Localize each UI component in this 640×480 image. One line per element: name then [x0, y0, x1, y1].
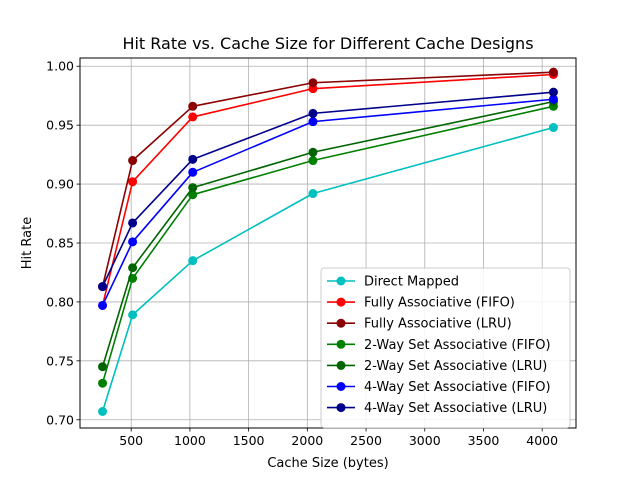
series-group [98, 67, 558, 417]
legend-marker [336, 339, 346, 349]
series-5 [98, 97, 558, 372]
x-tick-label: 3000 [409, 433, 441, 448]
data-point [308, 117, 318, 127]
x-tick-label: 2500 [350, 433, 382, 448]
legend-marker [336, 276, 346, 286]
data-point [188, 183, 198, 193]
legend-label: Fully Associative (FIFO) [364, 296, 515, 311]
legend-label: 2-Way Set Associative (LRU) [364, 359, 547, 374]
x-axis-title: Cache Size (bytes) [267, 456, 388, 471]
series-7 [98, 87, 558, 292]
data-point [98, 378, 108, 388]
legend-item: Fully Associative (FIFO) [327, 296, 515, 311]
y-tick-label: 0.90 [46, 177, 74, 192]
legend-box [320, 267, 571, 429]
series-6 [98, 94, 558, 310]
data-point [128, 156, 138, 166]
data-point [548, 94, 558, 104]
data-point [188, 101, 198, 111]
data-point [548, 87, 558, 97]
y-tick-label: 0.80 [46, 294, 74, 309]
x-tick-label: 500 [119, 433, 143, 448]
chart-title: Hit Rate vs. Cache Size for Different Ca… [122, 34, 533, 53]
data-point [98, 282, 108, 292]
data-point [98, 407, 108, 417]
y-tick-label: 0.85 [46, 236, 74, 251]
legend-item: Fully Associative (LRU) [327, 317, 512, 332]
series-4 [98, 101, 558, 388]
data-point [308, 189, 318, 199]
legend-marker [336, 360, 346, 370]
legend-item: Direct Mapped [327, 275, 459, 290]
legend: Direct Mapped Fully Associative (FIFO) Ful… [320, 267, 571, 429]
data-point [188, 112, 198, 122]
data-point [308, 78, 318, 88]
y-tick-label: 0.75 [46, 353, 74, 368]
legend-marker [336, 382, 346, 391]
y-tick-label: 0.70 [46, 412, 74, 427]
legend-label: 2-Way Set Associative (FIFO) [364, 338, 551, 353]
legend-item: 2-Way Set Associative (FIFO) [327, 338, 551, 353]
data-point [128, 237, 138, 247]
legend-marker [336, 318, 346, 328]
legend-label: Fully Associative (LRU) [364, 317, 512, 332]
data-point [308, 108, 318, 118]
legend-label: 4-Way Set Associative (FIFO) [364, 380, 551, 395]
axis-ticks: 500 1000 1500 2000 2500 3000 3500 4000 0.70 0.75 0… [46, 59, 558, 448]
y-tick-label: 0.95 [46, 118, 74, 133]
legend-item: 4-Way Set Associative (FIFO) [327, 380, 551, 395]
legend-label: Direct Mapped [364, 275, 459, 290]
data-point [548, 123, 558, 133]
data-point [308, 156, 318, 166]
y-tick-label: 1.00 [46, 59, 74, 74]
legend-marker [336, 403, 346, 413]
data-point [98, 300, 108, 310]
data-point [188, 167, 198, 177]
x-tick-label: 1500 [233, 433, 265, 448]
data-point [128, 177, 138, 187]
x-tick-label: 2000 [291, 433, 323, 448]
data-point [98, 362, 108, 372]
data-point [188, 154, 198, 164]
x-tick-label: 4000 [526, 433, 558, 448]
legend-label: 4-Way Set Associative (LRU) [364, 401, 547, 416]
data-point [188, 190, 198, 200]
data-point [188, 256, 198, 266]
x-tick-label: 1000 [174, 433, 206, 448]
legend-item: 2-Way Set Associative (LRU) [327, 359, 547, 374]
data-point [128, 263, 138, 273]
legend-marker [336, 297, 346, 307]
data-point [128, 218, 138, 228]
data-point [128, 310, 138, 320]
x-tick-label: 3500 [468, 433, 500, 448]
data-point [308, 147, 318, 157]
series-1 [98, 123, 558, 417]
legend-item: 4-Way Set Associative (LRU) [327, 401, 547, 416]
data-point [548, 67, 558, 77]
y-axis-title: Hit Rate [20, 217, 35, 269]
